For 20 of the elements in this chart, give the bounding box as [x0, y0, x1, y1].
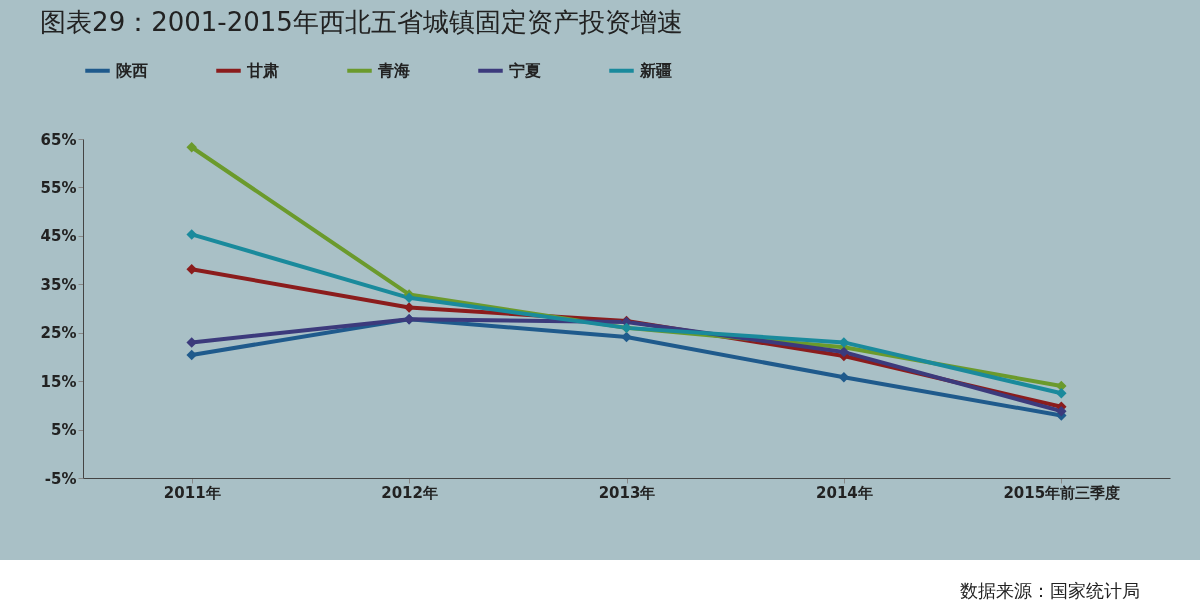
- x-tick-label: 2012年: [381, 483, 438, 502]
- y-tick-label: 65%: [40, 130, 77, 149]
- legend-label: 青海: [377, 60, 410, 80]
- y-tick-label: 15%: [40, 372, 77, 391]
- legend-label: 陕西: [116, 60, 148, 80]
- chart-title: 图表29：2001-2015年西北五省城镇固定资产投资增速: [40, 7, 683, 37]
- y-tick-label: 25%: [40, 324, 77, 343]
- legend-label: 宁夏: [509, 60, 541, 80]
- legend-label: 甘肃: [246, 60, 279, 80]
- y-tick-label: 45%: [40, 227, 77, 246]
- y-tick-label: 55%: [40, 178, 77, 197]
- x-tick-label: 2014年: [816, 483, 873, 502]
- x-tick-label: 2013年: [598, 483, 656, 502]
- source-note: 数据来源：国家统计局: [960, 579, 1140, 603]
- x-tick-label: 2015年前三季度: [1003, 483, 1121, 502]
- x-tick-label: 2011年: [163, 483, 221, 502]
- legend-label: 新疆: [639, 60, 672, 80]
- y-tick-label: -5%: [44, 469, 77, 488]
- y-tick-label: 35%: [40, 275, 77, 294]
- y-tick-label: 5%: [51, 421, 77, 440]
